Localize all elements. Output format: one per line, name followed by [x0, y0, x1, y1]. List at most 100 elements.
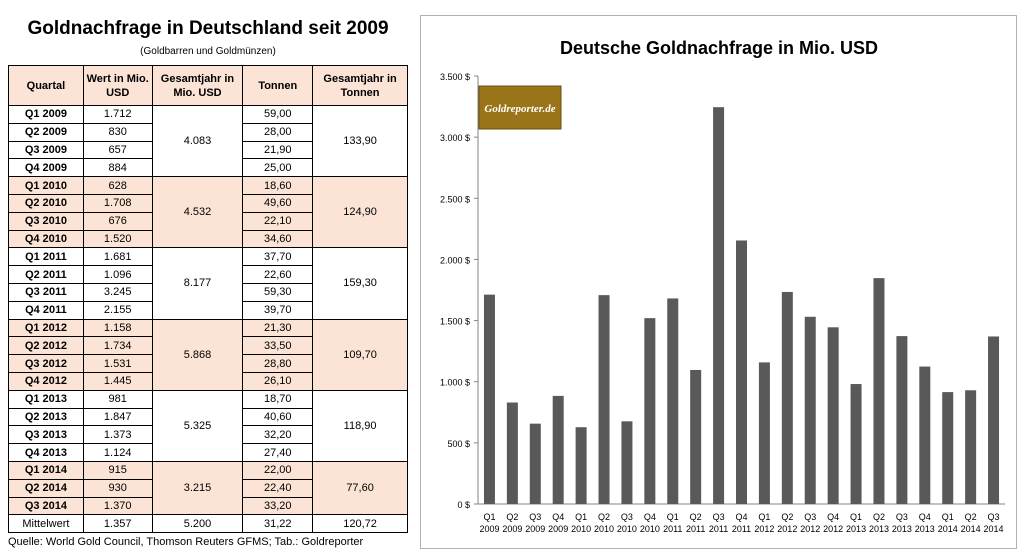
table-cell: Q1 2014 — [8, 460, 84, 480]
y-tick-label: 3.500 $ — [440, 72, 470, 82]
table-cell: 8.177 — [151, 247, 244, 320]
bar — [575, 427, 587, 504]
x-tick-label: Q3 — [529, 512, 541, 522]
x-tick-label: 2012 — [800, 524, 820, 534]
table-cell: 37,70 — [242, 247, 314, 267]
x-tick-label: 2011 — [663, 524, 682, 534]
table-row: Q3 2014 1.370 33,20 — [8, 496, 408, 516]
x-tick-label: 2009 — [502, 524, 522, 534]
table-row: Q2 2014 930 22,40 — [8, 478, 408, 498]
table-cell: 133,90 — [312, 104, 408, 178]
x-tick-label: 2013 — [869, 524, 889, 534]
table-cell: Q2 2009 — [8, 122, 84, 142]
table-cell: Q3 2014 — [8, 496, 84, 516]
table-cell: 1.370 — [82, 496, 153, 516]
x-tick-label: Q2 — [873, 512, 885, 522]
table-cell: 159,30 — [312, 247, 408, 320]
x-tick-label: Q1 — [483, 512, 495, 522]
x-tick-label: 2012 — [823, 524, 843, 534]
x-tick-label: 2014 — [938, 524, 958, 534]
table-row: Q3 2013 1.373 32,20 — [8, 425, 408, 445]
table-cell: 31,22 — [242, 514, 314, 534]
y-tick-label: 0 $ — [457, 500, 470, 510]
mean-row: Mittelwert 1.357 5.200 31,22 120,72 — [8, 514, 408, 534]
table-cell: Q4 2010 — [8, 229, 84, 249]
x-tick-label: Q1 — [942, 512, 954, 522]
table-cell: 25,00 — [242, 158, 314, 178]
table-cell: 4.532 — [151, 176, 244, 249]
table-cell: Q4 2012 — [8, 371, 84, 391]
x-tick-label: Q3 — [713, 512, 725, 522]
table-cell: 1.734 — [82, 336, 153, 356]
table-cell: 59,00 — [242, 105, 314, 124]
table-cell: 628 — [82, 176, 153, 195]
table-row: Q1 2010 628 4.532 18,60 124,90 — [8, 176, 408, 249]
x-tick-label: Q2 — [690, 512, 702, 522]
table-cell: 49,60 — [242, 193, 314, 213]
table-cell: Q1 2012 — [8, 318, 84, 338]
table-subtitle: (Goldbarren und Goldmünzen) — [140, 46, 276, 57]
table-cell: Q2 2011 — [8, 265, 84, 284]
bar — [804, 316, 816, 504]
table-cell: 1.373 — [82, 425, 153, 445]
source-note: Quelle: World Gold Council, Thomson Reut… — [8, 536, 364, 548]
table-cell: 1.445 — [82, 371, 153, 391]
table-cell: 5.325 — [151, 389, 244, 462]
table-cell: 1.096 — [82, 265, 153, 284]
table-row: Q4 2013 1.124 27,40 — [8, 443, 408, 462]
x-tick-label: Q4 — [735, 512, 747, 522]
goldreporter-logo: Goldreporter.de — [484, 103, 555, 115]
table-cell: 1.531 — [82, 354, 153, 373]
x-tick-label: 2013 — [892, 524, 912, 534]
column-header: Quartal — [8, 65, 84, 106]
x-tick-label: Q4 — [552, 512, 564, 522]
table-cell: 930 — [82, 478, 153, 498]
table-row: Q1 2011 1.681 8.177 37,70 159,30 — [8, 247, 408, 320]
table-cell: Q2 2014 — [8, 478, 84, 498]
bar — [758, 362, 770, 504]
table-cell: 4.083 — [151, 104, 244, 178]
table-cell: Q2 2012 — [8, 336, 84, 356]
table-cell: 34,60 — [242, 229, 314, 249]
table-cell: Q1 2009 — [8, 105, 84, 124]
x-tick-label: 2010 — [617, 524, 637, 534]
table-row: Q2 2010 1.708 49,60 — [8, 193, 408, 213]
x-tick-label: 2014 — [961, 524, 981, 534]
table-cell: 3.245 — [82, 282, 153, 302]
y-tick-label: 1.500 $ — [440, 317, 470, 327]
table-cell: 5.868 — [151, 318, 244, 391]
table-row: Q3 2010 676 22,10 — [8, 211, 408, 231]
table-cell: 21,90 — [242, 140, 314, 160]
bar — [873, 278, 885, 504]
table-cell: 1.681 — [82, 247, 153, 267]
chart-title: Deutsche Goldnachfrage in Mio. USD — [560, 38, 878, 58]
table-cell: Q3 2012 — [8, 354, 84, 373]
table-cell: 77,60 — [312, 460, 408, 516]
table-cell: Q1 2013 — [8, 389, 84, 409]
table-cell: 26,10 — [242, 371, 314, 391]
table-cell: Q4 2011 — [8, 300, 84, 320]
table-row: Q4 2012 1.445 26,10 — [8, 371, 408, 391]
table-cell: Q4 2013 — [8, 443, 84, 462]
table-cell: 657 — [82, 140, 153, 160]
table-cell: Q1 2011 — [8, 247, 84, 267]
bar-chart: Deutsche Goldnachfrage in Mio. USD 0 $ 500… — [440, 38, 1005, 534]
bar — [621, 421, 633, 504]
x-tick-label: Q4 — [644, 512, 656, 522]
x-tick-label: 2013 — [915, 524, 935, 534]
table-cell: 32,20 — [242, 425, 314, 445]
bar — [713, 107, 725, 504]
chart-panel: Deutsche Goldnachfrage in Mio. USD 0 $ 500… — [420, 15, 1017, 549]
bar — [827, 327, 839, 504]
table-cell: 22,00 — [242, 460, 314, 480]
table-cell: Q3 2011 — [8, 282, 84, 302]
x-tick-label: 2011 — [709, 524, 728, 534]
table-cell: 1.357 — [82, 514, 153, 534]
table-cell: 915 — [82, 460, 153, 480]
table-cell: Q3 2013 — [8, 425, 84, 445]
table-row: Q1 2009 1.712 4.083 59,00 133,90 — [8, 104, 408, 178]
bar — [598, 295, 610, 504]
x-tick-label: 2009 — [525, 524, 545, 534]
table-cell: 1.520 — [82, 229, 153, 249]
x-tick-label: 2013 — [846, 524, 866, 534]
